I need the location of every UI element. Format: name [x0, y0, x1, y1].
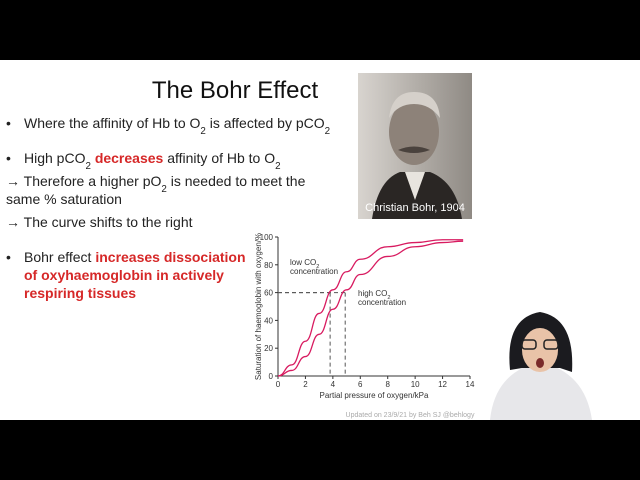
y-axis-label: Saturation of haemoglobin with oxygen/%: [254, 233, 263, 380]
text-line: low CO2: [290, 258, 319, 270]
photo-caption: Christian Bohr, 1904: [365, 202, 465, 214]
x-tick-label: 2: [303, 380, 308, 389]
text-segment: decreases: [95, 150, 164, 166]
x-tick-label: 10: [411, 380, 420, 389]
x-tick-label: 12: [438, 380, 447, 389]
text-segment: Where the affinity of Hb to O: [24, 115, 200, 131]
text-line: respiring tissues: [24, 285, 136, 301]
text-line: concentration: [358, 298, 406, 307]
text-segment: concentration: [358, 298, 406, 307]
slide-title: The Bohr Effect: [152, 77, 319, 104]
curve: [277, 240, 464, 377]
x-tick-label: 6: [358, 380, 363, 389]
x-tick-label: 8: [385, 380, 390, 389]
text-segment: high CO: [358, 289, 387, 298]
text-segment: is needed to meet the: [167, 173, 306, 189]
text-line: → The curve shifts to the right: [6, 214, 193, 230]
text-segment: → The curve shifts to the right: [6, 214, 193, 230]
text-line: of oxyhaemoglobin in actively: [24, 267, 224, 283]
curve: [277, 239, 464, 377]
text-segment: of oxyhaemoglobin in actively: [24, 267, 224, 283]
text-line: concentration: [290, 267, 338, 276]
bullet-marker: •: [6, 115, 11, 131]
text-line: → Therefore a higher pO2 is needed to me…: [6, 173, 306, 195]
text-segment: increases dissociation: [95, 249, 245, 265]
text-segment: 2: [200, 126, 205, 137]
text-segment: 2: [161, 184, 166, 195]
presenter: [490, 312, 592, 420]
text-segment: concentration: [290, 267, 338, 276]
portrait: Christian Bohr, 1904: [358, 73, 472, 219]
text-segment: respiring tissues: [24, 285, 136, 301]
y-tick-label: 100: [260, 233, 274, 242]
x-tick-label: 4: [331, 380, 336, 389]
text-segment: 2: [387, 295, 390, 301]
text-segment: 2: [85, 161, 90, 172]
footer: Updated on 23/9/21 by Beh SJ @behlogy: [346, 412, 475, 419]
x-tick-label: 0: [276, 380, 281, 389]
text-segment: → Therefore a higher pO: [6, 173, 161, 189]
text-segment: 2: [275, 161, 280, 172]
text-line: Where the affinity of Hb to O2 is affect…: [24, 115, 330, 137]
text-line: Bohr effect increases dissociation: [24, 249, 246, 265]
graph: 0 2 4 6 8 10 12 14 0 20 40 60 80 100 Partial pressure …: [254, 233, 475, 400]
text-segment: is affected by pCO: [206, 115, 325, 131]
y-tick-label: 0: [269, 372, 274, 381]
text-segment: High pCO: [24, 150, 86, 166]
text-segment: same % saturation: [6, 191, 122, 207]
text-segment: affinity of Hb to O: [163, 150, 275, 166]
text-line: high CO2: [358, 289, 390, 301]
x-tick-label: 14: [466, 380, 475, 389]
x-axis-label: Partial pressure of oxygen/kPa: [320, 391, 429, 400]
bullet-marker: •: [6, 150, 11, 166]
bullet-marker: •: [6, 249, 11, 265]
text-segment: 2: [316, 264, 319, 270]
y-tick-label: 40: [264, 316, 273, 325]
y-tick-label: 60: [264, 289, 273, 298]
y-tick-label: 20: [264, 344, 273, 353]
bullet-list: • Where the affinity of Hb to O2 is affec…: [6, 115, 330, 301]
text-line: High pCO2 decreases affinity of Hb to O2: [24, 150, 281, 172]
text-line: same % saturation: [6, 191, 122, 207]
text-segment: low CO: [290, 258, 316, 267]
text-segment: 2: [325, 126, 330, 137]
text-segment: Bohr effect: [24, 249, 95, 265]
y-tick-label: 80: [264, 261, 273, 270]
